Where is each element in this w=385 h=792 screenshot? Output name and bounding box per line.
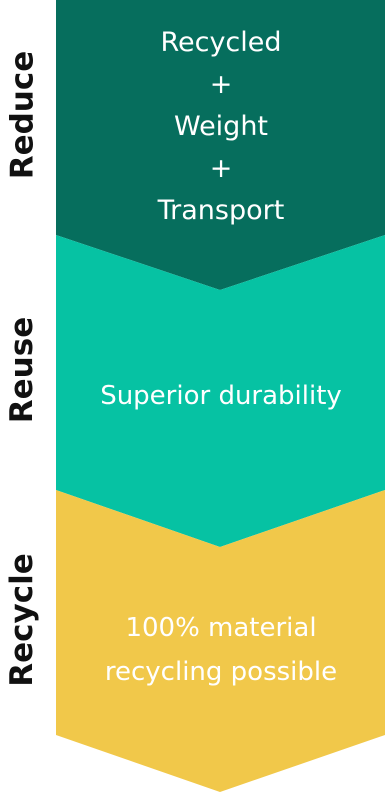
recycle-block bbox=[56, 490, 385, 792]
reduce-line-transport: Transport bbox=[157, 195, 285, 226]
recycle-line-material: 100% material bbox=[125, 613, 317, 643]
reuse-block bbox=[56, 235, 385, 547]
stage-label-reduce: Reduce bbox=[4, 50, 40, 180]
stage-label-recycle: Recycle bbox=[4, 553, 41, 687]
recycle-text: 100% material recycling possible bbox=[56, 606, 385, 694]
reduce-line-plus-1: + bbox=[209, 69, 233, 100]
reuse-text: Superior durability bbox=[56, 374, 385, 418]
recycle-line-possible: recycling possible bbox=[104, 657, 338, 687]
reduce-line-weight: Weight bbox=[173, 111, 269, 142]
reduce-line-recycled: Recycled bbox=[160, 27, 282, 58]
reduce-line-plus-2: + bbox=[209, 153, 233, 184]
reduce-block bbox=[56, 0, 385, 290]
reuse-line-durability: Superior durability bbox=[100, 381, 342, 411]
stage-label-reuse: Reuse bbox=[4, 316, 41, 424]
reduce-text: Recycled + Weight + Transport bbox=[56, 22, 385, 232]
